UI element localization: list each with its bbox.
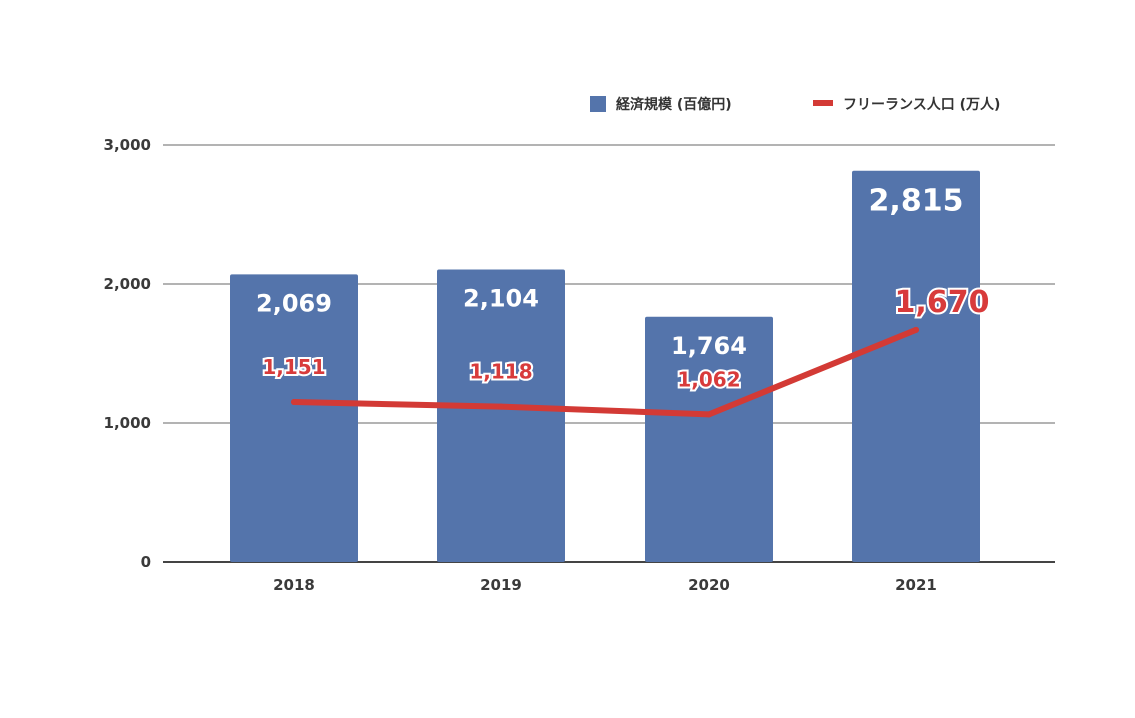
- line-value-label: 1,118: [469, 360, 532, 384]
- y-axis: 0 1,000 2,000 3,000: [104, 136, 151, 571]
- y-tick-label: 2,000: [104, 275, 151, 293]
- legend: 経済規模 (百億円) フリーランス人口 (万人): [590, 96, 1000, 113]
- line-point: [913, 326, 919, 333]
- legend-bar-label: 経済規模 (百億円): [616, 96, 732, 113]
- x-tick-label: 2021: [895, 576, 937, 594]
- legend-line-label: フリーランス人口 (万人): [843, 96, 1000, 113]
- line-value-label: 1,670: [895, 285, 990, 320]
- y-tick-label: 1,000: [104, 414, 151, 432]
- bar: [645, 316, 773, 562]
- bar: [230, 274, 358, 562]
- line-value-label: 1,151: [262, 355, 325, 379]
- x-axis: 2018 2019 2020 2021: [273, 576, 937, 594]
- x-tick-label: 2020: [688, 576, 730, 594]
- bar-value-label: 2,104: [463, 285, 539, 313]
- line-series: 1,151 1,118 1,062 1,670: [260, 283, 991, 418]
- bar-value-label: 2,069: [256, 289, 332, 317]
- y-tick-label: 3,000: [104, 136, 151, 154]
- bar: [852, 170, 980, 562]
- line-series-path: [291, 326, 919, 418]
- line-point: [291, 399, 297, 406]
- bar: [437, 269, 565, 562]
- x-tick-label: 2019: [480, 576, 522, 594]
- x-tick-label: 2018: [273, 576, 315, 594]
- line-value-label: 1,062: [677, 367, 740, 391]
- line-point: [706, 411, 712, 418]
- bars: 2,069 2,104 1,764 2,815: [230, 170, 980, 562]
- y-tick-label: 0: [141, 553, 151, 571]
- legend-bar-swatch: [590, 96, 606, 112]
- legend-line-swatch: [813, 100, 833, 106]
- bar-value-label: 1,764: [671, 332, 747, 360]
- line-point: [498, 403, 504, 410]
- bar-value-label: 2,815: [869, 184, 964, 219]
